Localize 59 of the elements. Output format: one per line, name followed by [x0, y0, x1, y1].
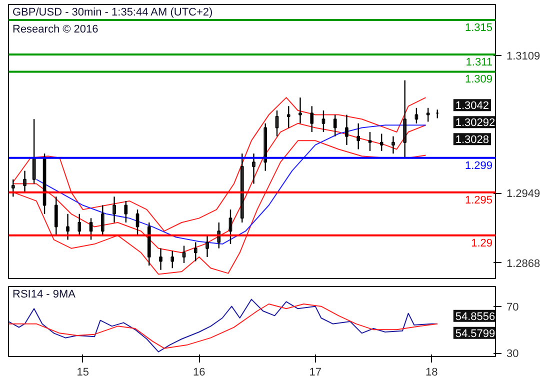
candlestick: [170, 250, 174, 269]
candlestick: [414, 107, 418, 124]
candlestick: [182, 245, 186, 264]
y-tick-label: 1.2868: [506, 258, 540, 270]
candlestick: [380, 133, 384, 152]
candlestick: [23, 170, 26, 193]
candlestick: [54, 196, 58, 236]
x-tick-label: 18: [425, 366, 438, 378]
candlestick: [206, 234, 209, 258]
candlestick: [333, 114, 337, 137]
candlestick: [78, 213, 82, 236]
candlestick: [252, 152, 256, 184]
annotation: 54.8556: [455, 310, 496, 323]
candlestick: [66, 213, 70, 240]
candlestick: [228, 208, 232, 245]
x-tick-label: 16: [193, 366, 206, 378]
ref-line-label: 1.29: [471, 237, 493, 250]
ref-line-label: 1.315: [464, 22, 493, 34]
candlestick: [356, 122, 360, 150]
ref-line-label: 1.309: [464, 74, 493, 86]
ref-line-label: 1.299: [464, 160, 493, 172]
candlestick: [240, 152, 244, 224]
annotation: 1.30292: [455, 117, 496, 130]
x-tick-label: 17: [309, 366, 322, 378]
annotation: 1.3042: [455, 100, 490, 112]
candlestick: [136, 208, 140, 236]
candlestick: [112, 196, 116, 224]
candlestick: [426, 107, 430, 122]
y-tick-label: 1.3109: [506, 50, 540, 62]
annotation: 1.3028: [455, 134, 490, 146]
x-tick-label: 15: [76, 366, 90, 378]
candlestick: [32, 118, 36, 184]
candlestick: [368, 131, 372, 152]
candlestick: [100, 204, 104, 236]
candlestick: [11, 178, 15, 198]
line-series: [12, 140, 426, 275]
candlestick: [392, 136, 395, 154]
candlestick: [217, 222, 221, 249]
candlestick: [322, 110, 326, 133]
text: Research © 2016: [12, 24, 98, 36]
chart-title: GBP/USD - 30min - 1:35:44 AM (UTC+2): [12, 6, 213, 18]
candlestick: [159, 248, 162, 270]
ref-line-label: 1.311: [466, 56, 493, 68]
candlestick: [275, 110, 279, 137]
candlestick: [264, 122, 268, 172]
y-tick-label: 1.2949: [506, 188, 540, 200]
candlestick: [286, 106, 290, 128]
y-tick-label: 30: [506, 348, 519, 360]
candlestick: [89, 218, 93, 240]
y-tick-label: 70: [506, 301, 519, 314]
candlestick: [310, 106, 314, 133]
candlestick: [124, 200, 128, 224]
annotation: 54.5799: [455, 328, 496, 340]
candlestick: [298, 96, 302, 124]
chart-title: RSI14 - 9MA: [12, 288, 76, 300]
candlestick: [403, 80, 407, 158]
candlestick: [345, 114, 348, 146]
ref-line-label: 1.295: [464, 194, 493, 206]
candlestick: [194, 242, 198, 262]
